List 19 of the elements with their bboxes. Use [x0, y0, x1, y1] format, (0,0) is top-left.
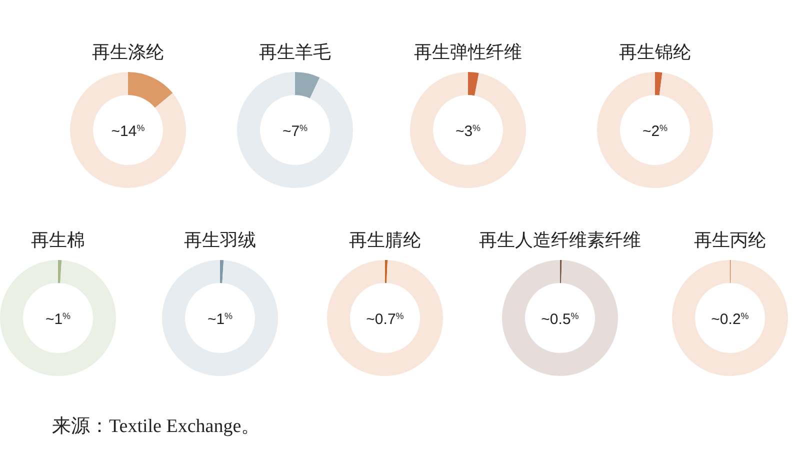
chart-title: 再生涤纶 [92, 42, 164, 63]
chart-title: 再生锦纶 [619, 42, 691, 63]
chart-title: 再生棉 [31, 230, 85, 251]
source-note: 来源：Textile Exchange。 [52, 416, 260, 437]
chart-title: 再生弹性纤维 [414, 42, 522, 63]
text: ~0.5$^{%}$ [541, 311, 579, 328]
chart-title: 再生人造纤维素纤维 [479, 230, 641, 251]
chart-title: 再生羽绒 [184, 230, 256, 251]
text: ~1$^{%}$ [207, 311, 233, 328]
text: ~0.2$^{%}$ [711, 311, 749, 328]
text: ~7$^{%}$ [282, 123, 308, 140]
text: ~0.7$^{%}$ [366, 311, 404, 328]
chart-title: 再生腈纶 [349, 230, 421, 251]
text: ~1$^{%}$ [45, 311, 71, 328]
text: ~3$^{%}$ [455, 123, 481, 140]
chart-title: 再生羊毛 [259, 42, 331, 63]
text: ~2$^{%}$ [642, 123, 668, 140]
text: ~14$^{%}$ [111, 123, 145, 140]
chart-title: 再生丙纶 [694, 230, 766, 251]
